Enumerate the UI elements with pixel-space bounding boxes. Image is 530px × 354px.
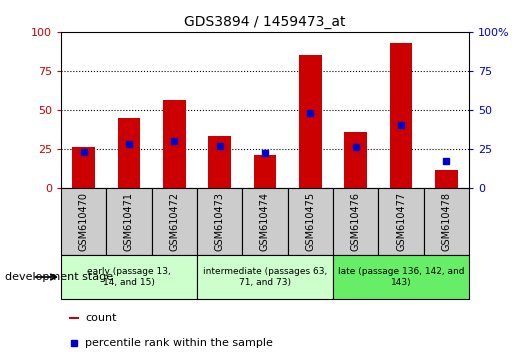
Bar	[242, 188, 288, 255]
Bar	[299, 55, 322, 188]
Bar	[208, 136, 231, 188]
Bar	[107, 188, 152, 255]
Text: count: count	[85, 313, 117, 323]
Bar	[61, 255, 197, 299]
Bar	[423, 188, 469, 255]
Text: percentile rank within the sample: percentile rank within the sample	[85, 338, 273, 348]
Bar	[61, 188, 107, 255]
Text: GSM610473: GSM610473	[215, 192, 225, 251]
Text: late (passage 136, 142, and
143): late (passage 136, 142, and 143)	[338, 267, 464, 287]
Text: GSM610478: GSM610478	[441, 192, 452, 251]
Title: GDS3894 / 1459473_at: GDS3894 / 1459473_at	[184, 16, 346, 29]
Text: GSM610475: GSM610475	[305, 192, 315, 251]
Bar	[288, 188, 333, 255]
Bar	[152, 188, 197, 255]
Text: development stage: development stage	[5, 272, 113, 282]
Bar	[197, 255, 333, 299]
Bar	[333, 255, 469, 299]
Text: GSM610470: GSM610470	[78, 192, 89, 251]
Bar	[378, 188, 423, 255]
Bar	[435, 171, 458, 188]
Text: GSM610474: GSM610474	[260, 192, 270, 251]
Bar	[333, 188, 378, 255]
Bar	[69, 317, 79, 319]
Text: intermediate (passages 63,
71, and 73): intermediate (passages 63, 71, and 73)	[203, 267, 327, 287]
Bar	[72, 147, 95, 188]
Text: GSM610471: GSM610471	[124, 192, 134, 251]
Bar	[118, 118, 140, 188]
Bar	[197, 188, 242, 255]
Bar	[254, 155, 276, 188]
Bar	[344, 132, 367, 188]
Text: GSM610477: GSM610477	[396, 192, 406, 251]
Text: early (passage 13,
14, and 15): early (passage 13, 14, and 15)	[87, 267, 171, 287]
Bar	[163, 101, 186, 188]
Text: GSM610472: GSM610472	[169, 192, 179, 251]
Bar	[390, 43, 412, 188]
Text: GSM610476: GSM610476	[351, 192, 361, 251]
